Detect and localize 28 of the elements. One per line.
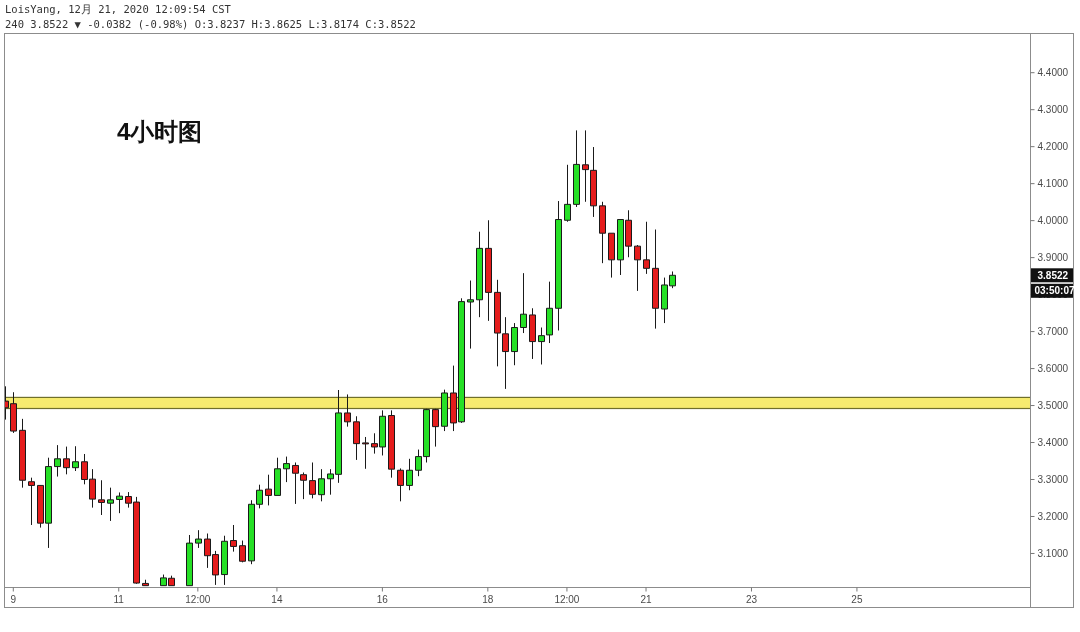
- text: 4小时图: [117, 118, 203, 145]
- y-tick-label: 4.3000: [1037, 104, 1069, 116]
- y-tick-label: 4.1000: [1037, 178, 1069, 190]
- x-tick-label: 21: [640, 593, 653, 605]
- x-tick-label: 9: [10, 593, 17, 605]
- x-tick-label: 11: [113, 593, 125, 605]
- y-tick-label: 4.0000: [1037, 215, 1069, 227]
- annotation: 3.8522: [1037, 269, 1069, 281]
- y-tick-label: 4.2000: [1037, 141, 1069, 153]
- x-tick-label: 18: [482, 593, 494, 605]
- y-tick-label: 3.1000: [1037, 548, 1069, 560]
- y-tick-label: 3.7000: [1037, 326, 1069, 338]
- x-tick-label: 14: [271, 593, 283, 605]
- y-tick-label: 3.6000: [1037, 363, 1069, 375]
- x-tick-label: 16: [376, 593, 389, 605]
- y-tick-label: 3.9000: [1037, 252, 1069, 264]
- y-tick-label: 3.2000: [1037, 511, 1069, 523]
- price-label: 3.8522: [1031, 268, 1073, 283]
- x-tick-label: 25: [851, 593, 863, 605]
- y-tick-label: 3.4000: [1037, 437, 1069, 449]
- chart-subtitle: LoisYang, 12月 21, 2020 12:09:54 CST: [5, 3, 232, 15]
- x-tick-label: 12:00: [185, 593, 211, 605]
- text: 240 3.8522 ▼ -0.0382 (-0.98%) O:3.8237 H:3.8625 L:3.8174 C:3.8522: [5, 18, 416, 30]
- x-tick-label: 23: [745, 593, 758, 605]
- y-tick-label: 4.4000: [1037, 67, 1069, 79]
- y-tick-label: 3.5000: [1037, 400, 1069, 412]
- y-tick-label: 3.3000: [1037, 474, 1069, 486]
- x-tick-label: 12:00: [554, 593, 580, 605]
